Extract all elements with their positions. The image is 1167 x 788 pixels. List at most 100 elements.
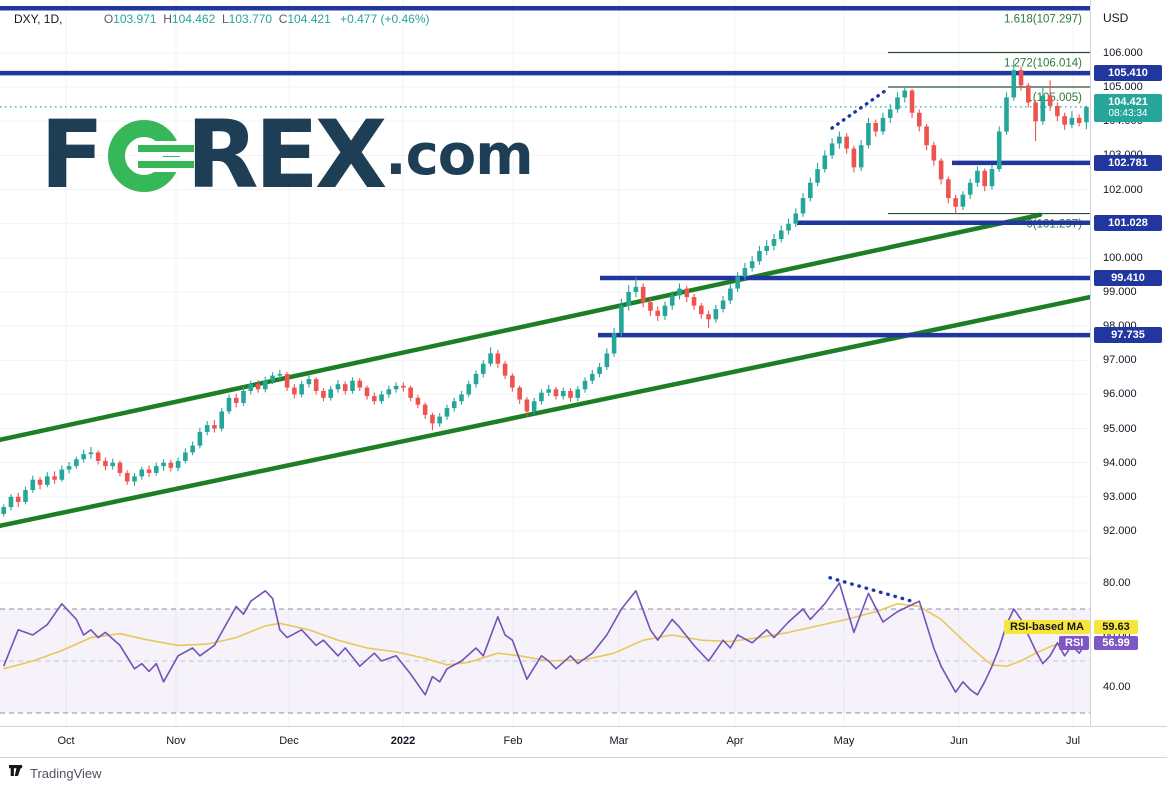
rsi-ma-line[interactable] — [3, 603, 1087, 670]
candle-body[interactable] — [822, 155, 828, 170]
candle-body[interactable] — [808, 182, 813, 199]
candle-body[interactable] — [1047, 95, 1053, 106]
candle-body[interactable] — [648, 302, 653, 311]
price-divergence-dotted-line[interactable] — [830, 87, 890, 130]
candle-body[interactable] — [233, 397, 239, 403]
candle-body[interactable] — [626, 291, 631, 306]
candle-body[interactable] — [451, 401, 457, 409]
price-level-badge[interactable]: 99.410 — [1094, 269, 1162, 286]
price-level-badge[interactable]: 102.781 — [1094, 154, 1162, 171]
symbol-legend[interactable]: DXY, 1D, O103.971 H104.462 L103.770 C104… — [14, 12, 430, 26]
candle-body[interactable] — [23, 489, 28, 502]
candle-body[interactable] — [219, 411, 224, 429]
candle-body[interactable] — [422, 404, 428, 415]
candle-body[interactable] — [938, 160, 944, 180]
candle-body[interactable] — [895, 97, 900, 110]
candle-body[interactable] — [720, 300, 726, 310]
candle-body[interactable] — [560, 390, 566, 397]
price-level-badge[interactable]: 101.028 — [1094, 214, 1162, 231]
candle-body[interactable] — [837, 136, 842, 144]
candle-body[interactable] — [1062, 116, 1067, 125]
candle-body[interactable] — [539, 392, 544, 402]
candle-body[interactable] — [989, 169, 995, 187]
candle-body[interactable] — [1084, 106, 1089, 123]
candle-body[interactable] — [161, 462, 166, 467]
candle-body[interactable] — [124, 472, 130, 482]
candle-body[interactable] — [960, 194, 966, 207]
time-tick-label[interactable]: 2022 — [390, 735, 416, 747]
price-axis[interactable]: USD 106.000105.000104.000103.000102.0001… — [1090, 0, 1167, 756]
candle-body[interactable] — [590, 373, 595, 381]
candle-body[interactable] — [52, 476, 57, 480]
candle-body[interactable] — [1040, 95, 1046, 122]
candle-body[interactable] — [146, 469, 152, 473]
candle-body[interactable] — [844, 136, 849, 149]
candle-body[interactable] — [873, 122, 878, 132]
candle-body[interactable] — [669, 295, 675, 306]
candle-body[interactable] — [37, 479, 43, 485]
candle-body[interactable] — [757, 251, 762, 262]
candle-body[interactable] — [263, 380, 268, 390]
candle-body[interactable] — [306, 379, 312, 385]
candle-body[interactable] — [967, 182, 973, 195]
time-axis[interactable]: Oct Nov Dec 2022 Feb Mar Apr May Jun Jul — [0, 726, 1167, 758]
time-tick-label[interactable]: Feb — [503, 735, 523, 747]
rsi-ma-label-badge[interactable]: RSI-based MA — [1004, 619, 1090, 634]
candle-body[interactable] — [851, 148, 857, 168]
candle-body[interactable] — [1018, 70, 1024, 86]
candle-body[interactable] — [713, 309, 719, 320]
time-tick-label[interactable]: Oct — [57, 735, 75, 747]
candle-body[interactable] — [800, 198, 806, 214]
candle-body[interactable] — [299, 384, 304, 395]
candle-body[interactable] — [771, 239, 777, 246]
candle-body[interactable] — [677, 288, 682, 296]
rsi-divergence-dotted-line[interactable] — [828, 576, 914, 603]
rsi-line[interactable] — [2, 582, 1088, 696]
candle-body[interactable] — [255, 384, 261, 390]
candle-body[interactable] — [793, 213, 799, 224]
time-tick-label[interactable]: May — [833, 735, 855, 747]
candle-body[interactable] — [931, 145, 937, 161]
candle-body[interactable] — [1, 507, 6, 514]
candle-body[interactable] — [415, 397, 421, 405]
candle-body[interactable] — [408, 387, 413, 398]
candle-body[interactable] — [829, 143, 835, 156]
candle-body[interactable] — [459, 394, 464, 402]
candle-body[interactable] — [15, 496, 21, 502]
candle-body[interactable] — [59, 469, 65, 480]
candle-body[interactable] — [321, 390, 326, 398]
candle-body[interactable] — [633, 286, 639, 292]
candle-body[interactable] — [74, 459, 79, 467]
candle-body[interactable] — [582, 380, 588, 390]
candle-body[interactable] — [117, 462, 123, 473]
candle-body[interactable] — [350, 380, 355, 391]
candle-body[interactable] — [226, 397, 232, 412]
candle-body[interactable] — [277, 373, 283, 376]
symbol-title[interactable]: DXY, 1D, — [14, 12, 63, 26]
candle-body[interactable] — [1076, 117, 1082, 123]
rsi-label-badge[interactable]: RSI — [1059, 635, 1090, 650]
candle-body[interactable] — [917, 112, 922, 127]
chart-canvas[interactable]: 1.618(107.297)1.272(106.014)1(105.005)0(… — [0, 0, 1090, 756]
candle-body[interactable] — [953, 198, 958, 207]
trend-channel-line[interactable] — [0, 294, 1090, 529]
candle-body[interactable] — [335, 384, 341, 390]
candle-body[interactable] — [292, 387, 297, 395]
time-tick-label[interactable]: Apr — [726, 735, 744, 747]
candle-body[interactable] — [597, 367, 602, 374]
candle-body[interactable] — [735, 276, 740, 289]
candle-body[interactable] — [313, 379, 319, 391]
candle-body[interactable] — [662, 305, 668, 316]
price-level-badge[interactable]: 105.410 — [1094, 65, 1162, 82]
candle-body[interactable] — [81, 454, 86, 460]
candle-body[interactable] — [902, 90, 908, 98]
candle-body[interactable] — [611, 332, 617, 354]
candle-body[interactable] — [401, 385, 406, 388]
candle-body[interactable] — [531, 401, 537, 412]
candle-body[interactable] — [866, 122, 871, 146]
time-tick-label[interactable]: Dec — [279, 735, 299, 747]
tradingview-logo[interactable]: TradingView — [8, 762, 102, 784]
candle-body[interactable] — [386, 389, 392, 395]
candle-body[interactable] — [168, 462, 174, 468]
candle-body[interactable] — [742, 268, 748, 277]
